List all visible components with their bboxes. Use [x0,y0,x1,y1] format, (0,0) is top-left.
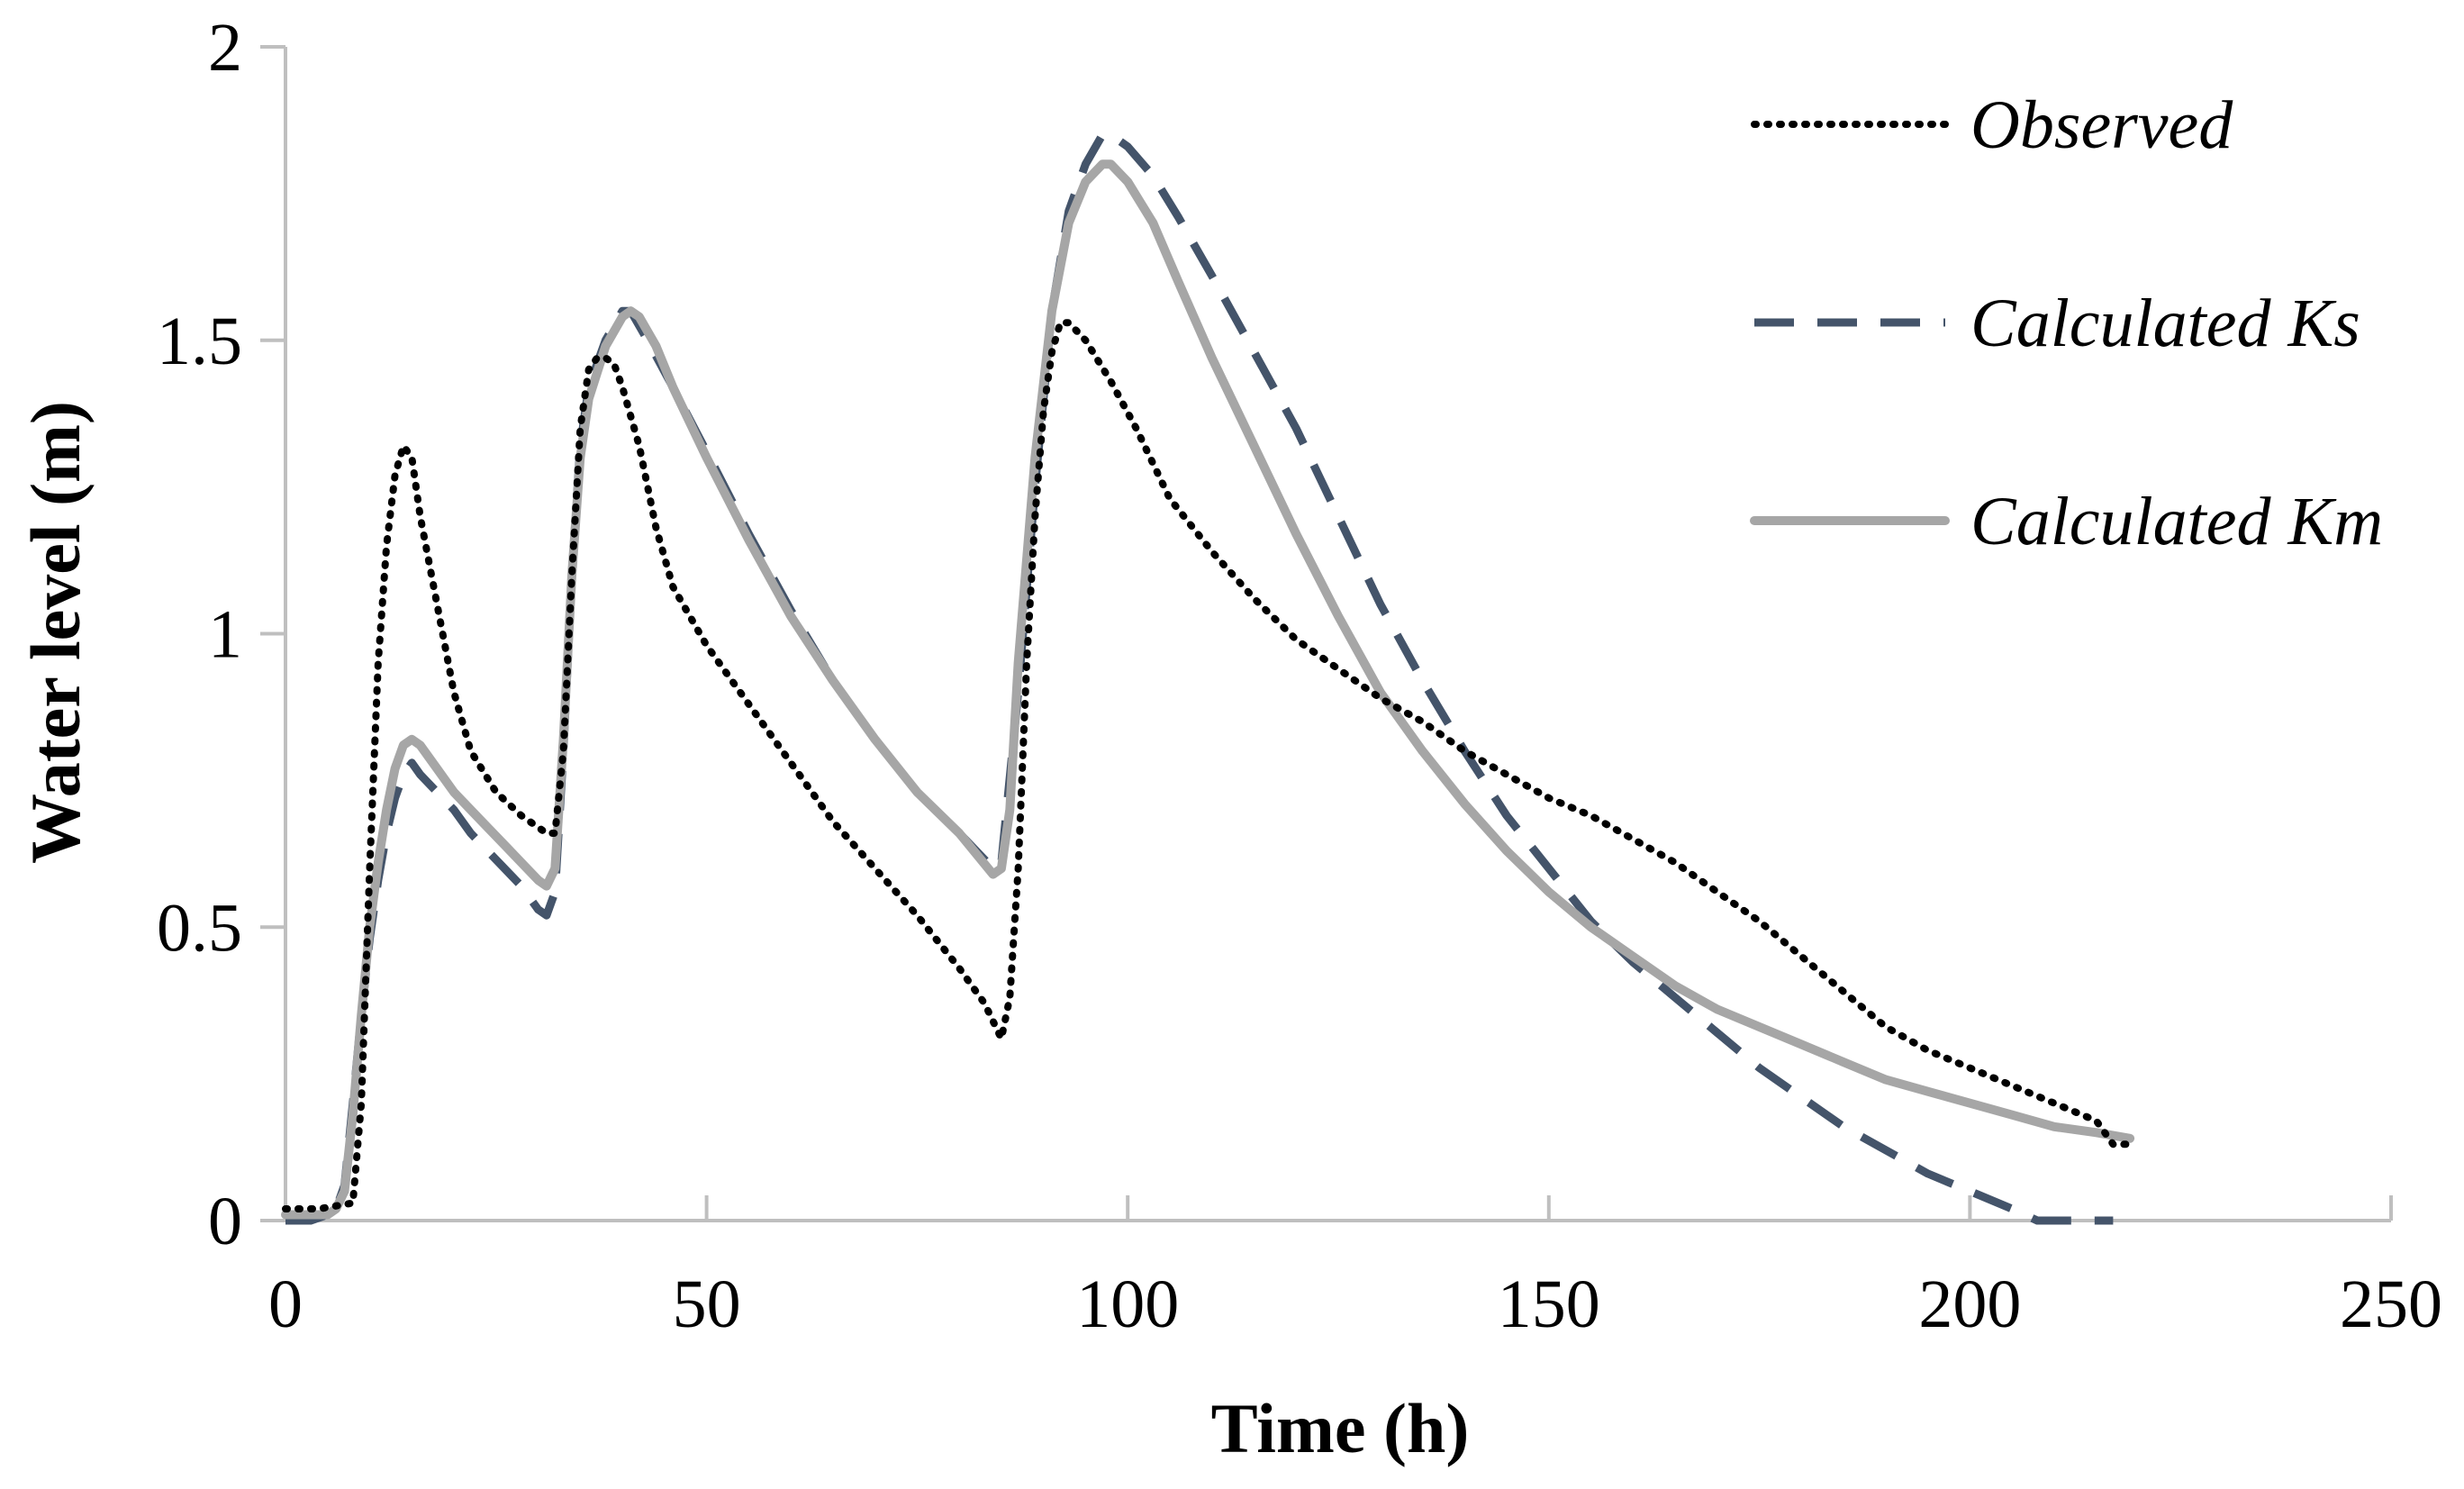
x-axis-title: Time (h) [1211,1389,1470,1467]
axes [260,45,2393,1222]
y-tick-label: 0 [208,1184,242,1259]
y-tick-label: 0.5 [157,890,242,966]
legend-label-observed: Observed [1970,87,2233,163]
tick-labels: 0 0.5 1 1.5 2 0 50 100 150 200 250 [157,10,2442,1342]
legend-label-calculated-km: Calculated Km [1970,484,2383,559]
series-lines [281,131,2135,1225]
x-tick-label: 250 [2340,1267,2442,1342]
x-tick-label: 100 [1076,1267,1179,1342]
legend: Observed Calculated Ks Calculated Km [1750,87,2383,559]
legend-label-calculated-ks: Calculated Ks [1970,286,2360,361]
x-tick-label: 0 [268,1267,303,1342]
x-tick-label: 200 [1918,1267,2021,1342]
x-tick-label: 50 [673,1267,741,1342]
series-line-observed [282,319,2134,1212]
series-line-calculated-km [281,159,2135,1220]
y-tick-label: 1.5 [157,304,242,379]
y-tick-label: 1 [208,597,242,673]
y-axis-title: Water level (m) [16,401,95,864]
y-tick-label: 2 [208,10,242,86]
x-tick-label: 150 [1498,1267,1600,1342]
